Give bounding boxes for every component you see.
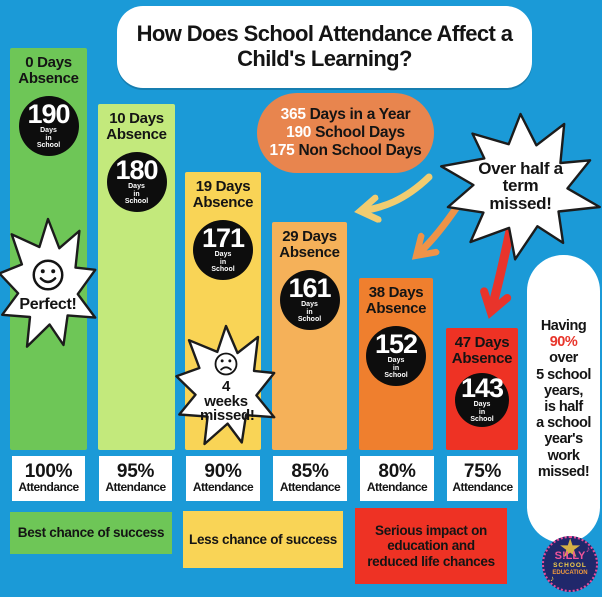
- days-in-school-badge: 161 Days in School: [279, 269, 340, 330]
- attendance-box: 100% Attendance: [12, 456, 85, 501]
- silly-school-education-logo: ★ ♪ ♪ S!LLY SCHOOL EDUCATION: [542, 536, 598, 592]
- days-in-school-badge: 152 Days in School: [366, 325, 426, 386]
- side-note-line: work: [547, 447, 580, 464]
- bubble-label: Non School Days: [298, 142, 422, 160]
- bar-absence-label: 19 Days Absence: [192, 178, 254, 211]
- bar-47-days: 47 Days Absence 143 Days in School: [446, 328, 518, 450]
- banner-text: Less chance of success: [189, 531, 337, 547]
- attendance-label: Attendance: [366, 480, 428, 495]
- bubble-line: 190 School Days: [286, 124, 405, 142]
- attendance-box: 80% Attendance: [360, 456, 434, 501]
- half-term-star-callout: Over half a term missed!: [439, 111, 602, 261]
- banner-serious-impact: Serious impact on education and reduced …: [355, 508, 507, 584]
- four-weeks-star-callout: 4 weeks missed!: [171, 323, 281, 451]
- days-unit: Days in School: [211, 251, 235, 273]
- happy-face-icon: [32, 259, 64, 291]
- side-note-line: years,: [544, 382, 583, 399]
- bar-absence-label: 38 Days Absence: [365, 284, 427, 317]
- days-in-school-badge: 180 Days in School: [106, 151, 167, 212]
- bar-absence-label: 47 Days Absence: [451, 334, 513, 367]
- arrow-yellow: [361, 173, 433, 211]
- side-note-line: is half: [544, 399, 583, 415]
- attendance-box: 75% Attendance: [447, 456, 518, 501]
- bubble-number: 365: [280, 105, 306, 123]
- days-in-school-badge: 171 Days in School: [193, 219, 253, 280]
- music-note-icon: ♪: [585, 544, 591, 554]
- bar-38-days: 38 Days Absence 152 Days in School: [359, 278, 433, 450]
- half-term-label: Over half a term missed!: [478, 159, 563, 213]
- attendance-box: 95% Attendance: [99, 456, 172, 501]
- attendance-value: 90%: [204, 461, 242, 483]
- days-count: 180: [115, 154, 158, 185]
- page-title: How Does School Attendance Affect a Chil…: [136, 21, 513, 71]
- perfect-label: Perfect!: [19, 296, 77, 313]
- days-count: 190: [27, 98, 70, 129]
- bubble-number: 190: [286, 123, 312, 141]
- side-note-highlight: 90%: [549, 334, 578, 351]
- days-count: 161: [288, 272, 331, 303]
- bar-absence-label: 0 Days Absence: [18, 54, 79, 87]
- days-count: 171: [201, 222, 245, 253]
- days-count: 143: [460, 372, 504, 403]
- side-note-line: year's: [544, 431, 583, 448]
- logo-text-mid: SCHOOL: [553, 562, 587, 569]
- banner-less-chance: Less chance of success: [183, 511, 343, 568]
- attendance-label: Attendance: [192, 480, 254, 495]
- bubble-label: School Days: [315, 123, 405, 141]
- attendance-label: Attendance: [18, 480, 79, 495]
- days-unit: Days in School: [36, 127, 61, 149]
- side-note-pill: Having 90% over 5 school years, is half …: [527, 255, 600, 543]
- bubble-label: Days in a Year: [309, 105, 411, 123]
- attendance-value: 95%: [116, 461, 155, 483]
- bar-absence-label: 29 Days Absence: [279, 228, 340, 261]
- music-note-icon: ♪: [550, 574, 554, 583]
- attendance-label: Attendance: [279, 480, 341, 495]
- days-unit: Days in School: [124, 183, 149, 205]
- bar-absence-label: 10 Days Absence: [106, 110, 167, 143]
- attendance-label: Attendance: [452, 480, 513, 495]
- logo-text-bottom: EDUCATION: [552, 569, 588, 576]
- title-box: How Does School Attendance Affect a Chil…: [117, 6, 532, 88]
- bar-10-days: 10 Days Absence 180 Days in School: [98, 104, 175, 450]
- side-note-line: over: [549, 350, 578, 367]
- attendance-box: 90% Attendance: [186, 456, 260, 501]
- banner-text: Best chance of success: [17, 525, 165, 541]
- logo-text-top: S!LLY: [554, 550, 586, 562]
- days-in-school-badge: 190 Days in School: [18, 95, 79, 156]
- bar-29-days: 29 Days Absence 161 Days in School: [272, 222, 347, 450]
- side-note-line: Having: [540, 317, 587, 334]
- side-note-line: a school: [536, 415, 591, 432]
- side-note-line: missed!: [537, 463, 590, 480]
- perfect-star-callout: Perfect!: [0, 216, 102, 354]
- attendance-box: 85% Attendance: [273, 456, 347, 501]
- bubble-line: 175 Non School Days: [270, 142, 422, 160]
- attendance-value: 80%: [378, 461, 416, 483]
- side-note-line: 5 school: [536, 366, 591, 383]
- banner-text: Serious impact on education and reduced …: [367, 522, 495, 569]
- bubble-line: 365 Days in a Year: [281, 106, 411, 124]
- attendance-value: 75%: [463, 461, 502, 483]
- days-unit: Days in School: [297, 301, 322, 323]
- days-info-bubble: 365 Days in a Year 190 School Days 175 N…: [257, 93, 434, 173]
- days-unit: Days in School: [384, 357, 408, 379]
- banner-best-chance: Best chance of success: [10, 512, 172, 554]
- bubble-number: 175: [269, 142, 295, 160]
- days-count: 152: [374, 328, 418, 359]
- attendance-value: 100%: [24, 461, 73, 483]
- four-weeks-label: 4 weeks missed!: [200, 377, 255, 425]
- days-in-school-badge: 143 Days in School: [455, 372, 509, 427]
- attendance-label: Attendance: [105, 480, 166, 495]
- attendance-value: 85%: [291, 461, 329, 483]
- days-unit: Days in School: [470, 401, 494, 423]
- sad-face-icon: [214, 352, 238, 376]
- logo-star-icon: ★: [558, 536, 582, 563]
